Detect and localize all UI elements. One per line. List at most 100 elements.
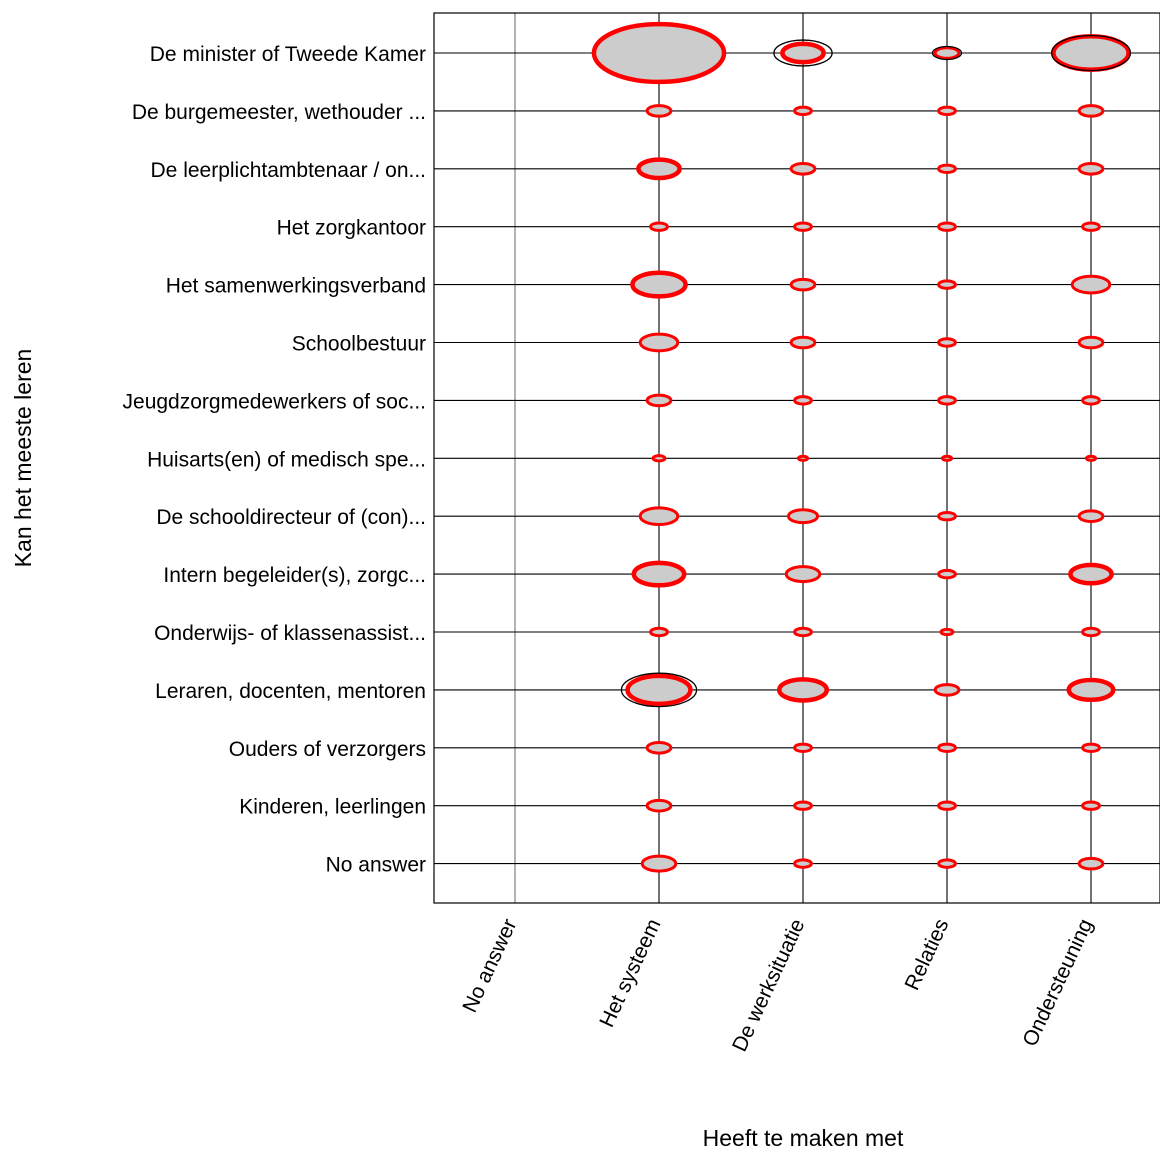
expected-ring bbox=[773, 39, 833, 67]
balloon-ondersteuning-huisarts-en-of-medisch-spe bbox=[1084, 454, 1098, 462]
observed-balloon bbox=[793, 800, 813, 811]
observed-balloon bbox=[640, 854, 678, 873]
observed-balloon bbox=[793, 858, 813, 869]
observed-balloon bbox=[937, 279, 957, 290]
balloon-relaties-de-burgemeester-wethouder bbox=[937, 105, 957, 117]
balloon-de-werksituatie-het-zorgkantoor bbox=[793, 221, 813, 232]
balloon-het-systeem-het-samenwerkingsverband bbox=[630, 270, 688, 299]
balloon-het-systeem-de-leerplichtambtenaar-on bbox=[636, 157, 682, 181]
observed-balloon bbox=[937, 800, 957, 811]
balloon-de-werksituatie-huisarts-en-of-medisch-spe bbox=[796, 454, 810, 462]
observed-balloon bbox=[1077, 335, 1105, 350]
balloon-relaties-de-leerplichtambtenaar-on bbox=[937, 163, 957, 175]
balloon-ondersteuning-het-samenwerkingsverband bbox=[1070, 274, 1112, 295]
balloon-het-systeem-leraren-docenten-mentoren bbox=[620, 672, 698, 708]
y-tick-label-de-leerplichtambtenaar-on: De leerplichtambtenaar / on... bbox=[151, 159, 426, 182]
balloon-relaties-de-schooldirecteur-of-con bbox=[937, 510, 957, 522]
balloon-ondersteuning-onderwijs-of-klassenassist bbox=[1081, 626, 1101, 638]
y-tick-label-het-samenwerkingsverband: Het samenwerkingsverband bbox=[166, 275, 426, 298]
observed-balloon bbox=[1051, 34, 1131, 72]
y-tick-label-de-burgemeester-wethouder: De burgemeester, wethouder ... bbox=[132, 101, 426, 124]
balloon-relaties-het-zorgkantoor bbox=[937, 221, 957, 232]
x-tick-label-ondersteuning: Ondersteuning bbox=[1018, 915, 1097, 1050]
balloon-het-systeem-huisarts-en-of-medisch-spe bbox=[651, 454, 667, 463]
balloon-relaties-de-minister-of-tweede-kamer bbox=[931, 45, 963, 61]
x-tick-labels: No answer Het systeem De werksituatie Relat… bbox=[458, 915, 1097, 1055]
balloon-het-systeem-ouders-of-verzorgers bbox=[645, 741, 673, 755]
y-tick-label-schoolbestuur: Schoolbestuur bbox=[292, 333, 426, 356]
observed-balloon bbox=[1077, 162, 1105, 176]
observed-balloon bbox=[786, 508, 820, 525]
y-tick-label-jeugdzorgmedewerkers-of-soc: Jeugdzorgmedewerkers of soc... bbox=[123, 390, 426, 413]
observed-balloon bbox=[649, 626, 669, 638]
balloon-de-werksituatie-leraren-docenten-mentoren bbox=[776, 677, 830, 703]
y-tick-label-het-zorgkantoor: Het zorgkantoor bbox=[277, 217, 426, 240]
observed-balloon bbox=[645, 798, 673, 813]
balloon-relaties-intern-begeleider-s-zorgc bbox=[937, 568, 957, 580]
observed-balloon bbox=[1081, 221, 1101, 232]
balloon-ondersteuning-ouders-of-verzorgers bbox=[1081, 742, 1101, 754]
observed-balloon bbox=[789, 335, 817, 350]
y-tick-label-onderwijs-of-klassenassist: Onderwijs- of klassenassist... bbox=[154, 622, 426, 645]
balloon-de-werksituatie-de-minister-of-tweede-kamer bbox=[773, 39, 833, 67]
balloon-de-werksituatie-jeugdzorgmedewerkers-of-soc bbox=[793, 395, 813, 406]
observed-balloon bbox=[793, 395, 813, 406]
y-tick-label-kinderen-leerlingen: Kinderen, leerlingen bbox=[239, 796, 426, 819]
observed-balloon bbox=[789, 277, 817, 292]
balloon-ondersteuning-de-schooldirecteur-of-con bbox=[1077, 509, 1105, 523]
observed-balloon bbox=[1077, 856, 1105, 871]
balloon-ondersteuning-het-zorgkantoor bbox=[1081, 221, 1101, 232]
observed-balloon bbox=[937, 221, 957, 232]
observed-balloon bbox=[793, 221, 813, 232]
balloon-relaties-kinderen-leerlingen bbox=[937, 800, 957, 811]
balloon-de-werksituatie-kinderen-leerlingen bbox=[793, 800, 813, 811]
balloon-de-werksituatie-de-leerplichtambtenaar-on bbox=[789, 162, 817, 176]
balloon-relaties-no-answer bbox=[937, 858, 957, 869]
observed-balloon bbox=[630, 270, 688, 299]
y-axis-title: Kan het meeste leren bbox=[10, 349, 36, 568]
x-tick-label-de-werksituatie: De werksituatie bbox=[728, 915, 810, 1055]
observed-balloon bbox=[645, 393, 673, 408]
balloon-het-systeem-kinderen-leerlingen bbox=[645, 798, 673, 813]
observed-balloon bbox=[780, 41, 826, 65]
observed-balloon bbox=[591, 21, 727, 85]
balloon-de-werksituatie-de-schooldirecteur-of-con bbox=[786, 508, 820, 525]
observed-balloon bbox=[939, 627, 955, 637]
plot-frame bbox=[433, 12, 1160, 904]
observed-balloon bbox=[625, 673, 693, 707]
balloon-relaties-onderwijs-of-klassenassist bbox=[939, 627, 955, 637]
x-tick-label-no-answer: No answer bbox=[458, 915, 521, 1016]
y-tick-label-huisarts-en-of-medisch-spe: Huisarts(en) of medisch spe... bbox=[147, 448, 426, 471]
balloon-de-werksituatie-no-answer bbox=[793, 858, 813, 869]
observed-balloon bbox=[793, 105, 813, 117]
observed-balloon bbox=[933, 46, 961, 60]
x-axis-title: Heeft te maken met bbox=[703, 1125, 904, 1149]
balloon-ondersteuning-de-burgemeester-wethouder bbox=[1077, 104, 1105, 118]
observed-balloon bbox=[638, 332, 680, 353]
observed-balloon bbox=[933, 683, 961, 697]
observed-balloon bbox=[1084, 454, 1098, 462]
balloon-het-systeem-de-burgemeester-wethouder bbox=[645, 104, 673, 118]
balloon-het-systeem-de-minister-of-tweede-kamer bbox=[591, 21, 727, 85]
expected-ring bbox=[1050, 34, 1132, 72]
balloon-het-systeem-het-zorgkantoor bbox=[649, 221, 669, 232]
observed-balloon bbox=[1077, 104, 1105, 118]
y-tick-label-de-schooldirecteur-of-con: De schooldirecteur of (con)... bbox=[156, 506, 426, 529]
observed-balloon bbox=[937, 858, 957, 869]
balloon-relaties-ouders-of-verzorgers bbox=[937, 742, 957, 754]
y-tick-label-de-minister-of-tweede-kamer: De minister of Tweede Kamer bbox=[150, 43, 426, 66]
balloon-relaties-schoolbestuur bbox=[937, 337, 957, 348]
observed-balloon bbox=[638, 506, 680, 527]
observed-balloon bbox=[776, 677, 830, 703]
observed-balloon bbox=[645, 741, 673, 755]
balloon-relaties-jeugdzorgmedewerkers-of-soc bbox=[937, 395, 957, 406]
balloon-het-systeem-onderwijs-of-klassenassist bbox=[649, 626, 669, 638]
y-tick-label-no-answer: No answer bbox=[326, 854, 426, 877]
observed-balloon bbox=[937, 510, 957, 522]
observed-balloon bbox=[1081, 800, 1101, 811]
observed-balloon bbox=[631, 560, 687, 588]
balloon-het-systeem-jeugdzorgmedewerkers-of-soc bbox=[645, 393, 673, 408]
balloon-de-werksituatie-ouders-of-verzorgers bbox=[793, 742, 813, 754]
